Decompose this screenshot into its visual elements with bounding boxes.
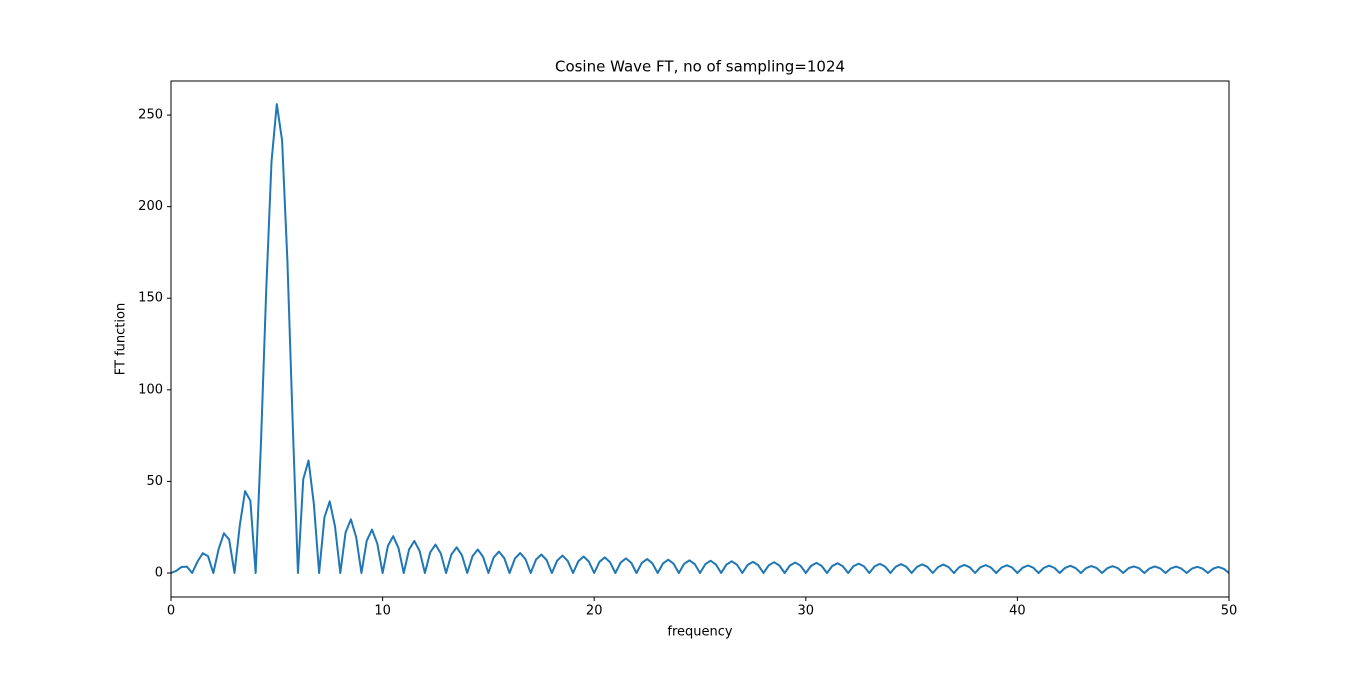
y-tick-label: 50	[146, 474, 163, 489]
axes-frame	[170, 80, 1230, 598]
x-tick-label: 20	[586, 604, 603, 619]
y-tick-label: 150	[138, 291, 163, 306]
y-tick-label: 0	[155, 566, 163, 581]
y-tick-label: 100	[138, 382, 163, 397]
x-tick-label: 50	[1221, 604, 1238, 619]
x-axis-label: frequency	[667, 625, 733, 640]
y-tick-label: 200	[138, 199, 163, 214]
y-axis-label: FT function	[114, 303, 129, 375]
x-tick-label: 0	[167, 604, 175, 619]
x-tick-label: 40	[1009, 604, 1026, 619]
x-tick-label: 10	[374, 604, 391, 619]
chart-title: Cosine Wave FT, no of sampling=1024	[555, 58, 845, 76]
y-tick-label: 250	[138, 108, 163, 123]
x-tick-label: 30	[798, 604, 815, 619]
data-line	[170, 103, 1230, 574]
